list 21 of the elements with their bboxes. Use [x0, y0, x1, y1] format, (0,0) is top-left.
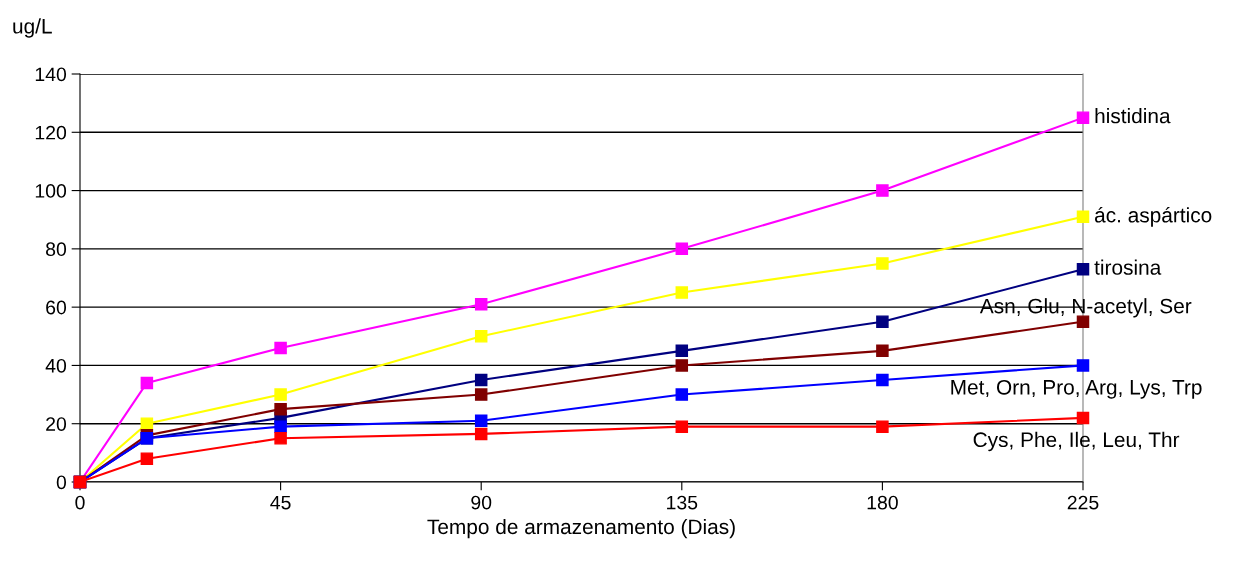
series-label: Cys, Phe, Ile, Leu, Thr	[973, 431, 1180, 452]
series-label: ác. aspártico	[1095, 206, 1212, 227]
y-tick-label: 120	[35, 125, 67, 140]
y-tick-label: 0	[56, 475, 67, 490]
series-label: tirosina	[1094, 259, 1162, 275]
y-axis-title: ug/L	[13, 18, 52, 38]
x-tick-label: 90	[471, 495, 492, 510]
y-tick-label: 40	[45, 358, 67, 373]
y-tick-label: 140	[35, 67, 67, 82]
series-label: Met, Orn, Pro, Arg, Lys, Trp	[951, 379, 1202, 399]
y-tick-label: 20	[46, 417, 67, 431]
x-tick-label: 0	[75, 495, 85, 510]
x-tick-label: 45	[270, 495, 291, 510]
x-axis-title: Tempo de armazenamento (Dias)	[427, 518, 735, 539]
y-tick-label: 100	[35, 184, 67, 198]
x-tick-label: 180	[867, 495, 898, 510]
x-tick-label: 135	[667, 495, 698, 510]
y-tick-label: 60	[46, 300, 67, 315]
x-tick-label: 225	[1067, 495, 1099, 510]
y-tick-label: 80	[46, 242, 67, 257]
series-label: histidina	[1095, 108, 1171, 124]
